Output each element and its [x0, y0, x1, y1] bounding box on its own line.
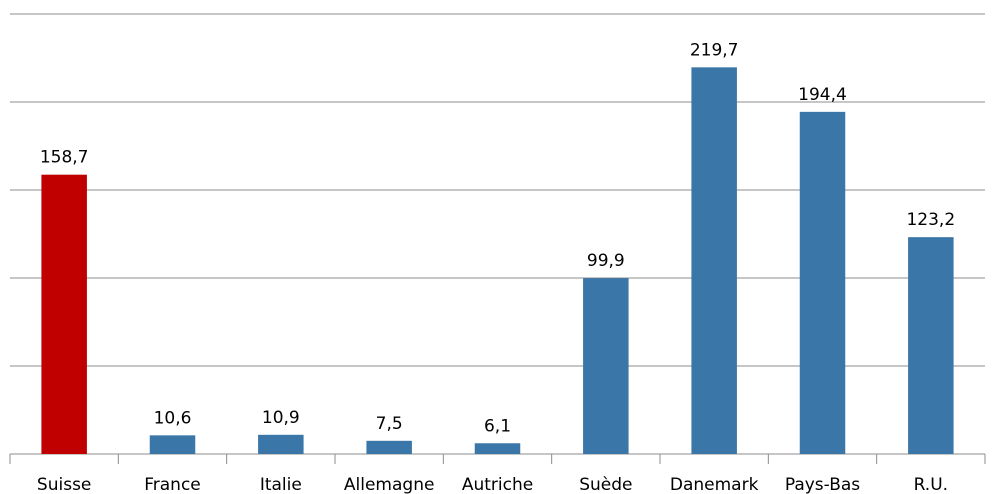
bar [366, 440, 412, 454]
bar [474, 443, 521, 454]
data-label: 7,5 [376, 414, 403, 434]
bar [908, 237, 954, 454]
bar [258, 434, 304, 454]
bar [691, 67, 737, 454]
x-tick-label: Suisse [37, 475, 91, 494]
x-tick-label: Autriche [462, 475, 533, 494]
x-tick-label: R.U. [914, 475, 948, 494]
bar [149, 435, 196, 454]
data-label: 10,6 [154, 408, 192, 428]
x-tick-label: Italie [260, 475, 302, 494]
data-label: 219,7 [690, 40, 739, 60]
data-label: 158,7 [40, 148, 89, 168]
x-tick-label: Suède [579, 475, 632, 494]
bar [41, 174, 87, 455]
data-label: 194,4 [798, 85, 847, 105]
bar [799, 111, 846, 454]
data-label: 6,1 [484, 416, 511, 436]
x-tick-label: Danemark [670, 475, 759, 494]
data-label: 123,2 [906, 210, 955, 230]
bar [583, 278, 629, 454]
x-tick-label: Allemagne [344, 475, 435, 494]
data-label: 99,9 [587, 251, 625, 271]
x-tick-label: Pays-Bas [785, 475, 860, 494]
x-tick-label: France [144, 475, 201, 494]
data-label: 10,9 [262, 408, 300, 428]
